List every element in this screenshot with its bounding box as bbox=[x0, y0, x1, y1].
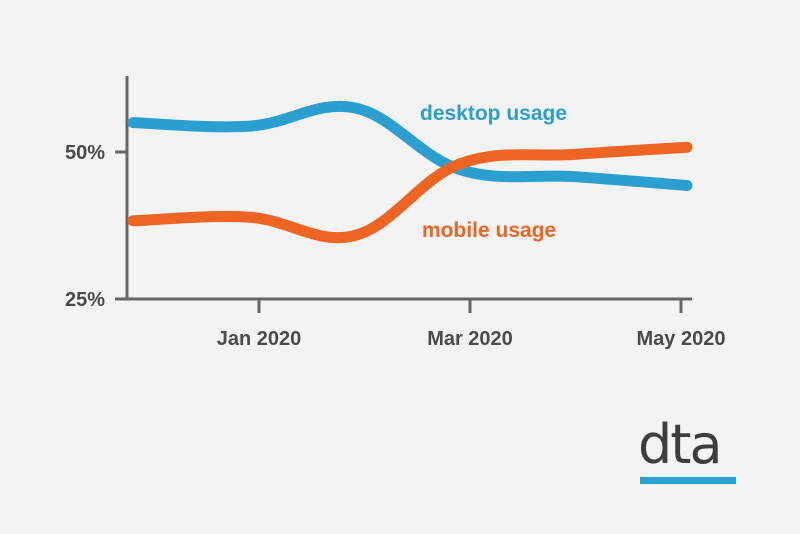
series-line-desktop-usage bbox=[127, 100, 693, 192]
y-tick-label: 25% bbox=[65, 289, 105, 311]
logo-underline bbox=[640, 477, 736, 484]
x-tick-label: Jan 2020 bbox=[217, 328, 302, 350]
y-ticks: 50% 25% bbox=[65, 142, 127, 311]
series-line-mobile-usage bbox=[127, 141, 693, 244]
series-label-desktop-usage: desktop usage bbox=[420, 102, 567, 125]
x-ticks: Jan 2020 Mar 2020 May 2020 bbox=[217, 299, 726, 350]
series-lines bbox=[127, 100, 693, 244]
series-label-mobile-usage: mobile usage bbox=[422, 219, 556, 242]
dta-logo: dta bbox=[638, 418, 738, 486]
x-tick-label: Mar 2020 bbox=[427, 328, 513, 350]
series-labels: desktop usage mobile usage bbox=[420, 102, 567, 242]
y-tick-label: 50% bbox=[65, 142, 105, 164]
chart-axes bbox=[115, 76, 692, 301]
logo-text: dta bbox=[638, 413, 723, 476]
x-tick-label: May 2020 bbox=[637, 328, 726, 350]
